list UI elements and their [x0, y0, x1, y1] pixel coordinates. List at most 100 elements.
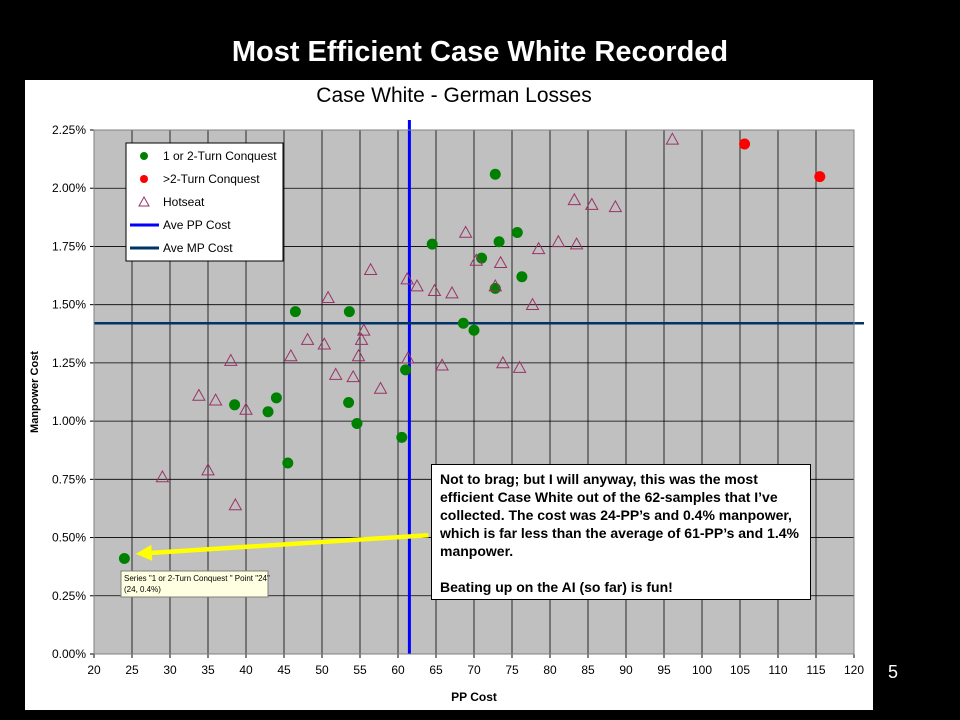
x-tick-label: 50 [315, 663, 329, 677]
slide-number: 5 [888, 662, 899, 682]
fast-conquest-point [262, 406, 274, 418]
callout-box: Not to brag; but I will anyway, this was… [431, 464, 811, 600]
hotseat-point [208, 393, 223, 406]
over-2-turn-point [739, 138, 751, 150]
x-tick-label: 120 [844, 663, 864, 677]
hotseat-point [410, 279, 424, 292]
fast-conquest-point [489, 282, 501, 294]
hotseat-point [551, 234, 566, 248]
scatter-chart: Case White - German Losses 20 25 30 35 40 45 5… [25, 80, 873, 710]
arrow-shaft [151, 532, 429, 556]
y-tick-label: 0.50% [52, 531, 86, 545]
hotseat-point [321, 290, 335, 303]
hotseat-point [317, 337, 332, 350]
legend: 1 or 2-Turn Conquest >2-Turn Conquest Hots… [125, 142, 284, 262]
over-2-turn-point [814, 171, 826, 183]
x-tick-label: 45 [277, 663, 291, 677]
fast-conquest-point [457, 317, 469, 329]
hotseat-point [328, 367, 343, 380]
y-tick-label: 1.75% [52, 239, 86, 253]
x-tick-label: 90 [619, 663, 633, 677]
hotseat-point [201, 462, 215, 476]
hotseat-point [608, 199, 623, 213]
fast-conquest-point [396, 431, 408, 443]
legend-label: Hotseat [163, 195, 205, 209]
y-tick-label: 1.25% [52, 356, 86, 370]
hotseat-point [346, 369, 361, 383]
hotseat-point [300, 332, 315, 345]
reference-lines [94, 120, 864, 654]
fast-conquest-point [351, 417, 363, 429]
hotseat-point [531, 241, 546, 255]
hotseat-point [488, 279, 503, 292]
legend-marker-hotseat [138, 195, 150, 207]
hotseat-point [512, 360, 527, 373]
y-tick-label: 0.00% [52, 647, 86, 661]
fast-conquest-point [489, 168, 501, 180]
hotseat-point [351, 348, 366, 362]
hotseat-point [363, 262, 378, 276]
hotseat-point [239, 402, 253, 415]
y-tick-label: 0.75% [52, 472, 86, 486]
annotation-arrow [135, 532, 429, 561]
axes: 20 25 30 35 40 45 50 55 60 65 70 75 80 85 90 95 100 105 11… [29, 123, 864, 704]
hotseat-point [373, 381, 388, 394]
x-tick-label: 35 [201, 663, 215, 677]
chart-title: Case White - German Losses [316, 84, 591, 107]
y-tick-label: 2.25% [52, 123, 86, 137]
fast-conquest-point [270, 392, 282, 404]
x-tick-label: 110 [768, 663, 787, 677]
fast-conquest-point [289, 306, 301, 318]
x-tick-label: 40 [239, 663, 253, 677]
fast-conquest-point [493, 236, 505, 248]
x-tick-label: 30 [163, 663, 177, 677]
legend-marker-long-conquest [140, 175, 148, 183]
hotseat-point [223, 353, 238, 366]
tooltip-box [120, 570, 269, 598]
hotseat-point [569, 237, 584, 250]
y-axis-label: Manpower Cost [29, 351, 41, 433]
hotseat-point [356, 323, 371, 336]
legend-label: >2-Turn Conquest [163, 172, 260, 186]
hotseat-point [584, 197, 599, 210]
tooltip-line-2: (24, 0.4%) [124, 585, 161, 594]
legend-marker-conquest [140, 152, 148, 160]
legend-label: Ave MP Cost [163, 241, 233, 255]
hotseat-point [401, 351, 415, 364]
x-tick-label: 100 [692, 663, 712, 677]
legend-box [125, 142, 284, 262]
hotseat-point [458, 225, 473, 238]
legend-label: 1 or 2-Turn Conquest [163, 149, 277, 163]
hotseat-point [155, 469, 170, 483]
x-axis-label: PP Cost [451, 690, 497, 704]
fast-conquest-point [426, 238, 438, 250]
x-tick-label: 20 [87, 663, 101, 677]
y-tick-label: 2.00% [52, 181, 86, 195]
x-tick-label: 25 [125, 663, 139, 677]
hotseat-point [228, 497, 243, 511]
fast-conquest-point [282, 457, 294, 469]
data-points [118, 132, 826, 565]
y-tick-label: 1.00% [52, 414, 86, 428]
fast-conquest-point [468, 324, 480, 336]
hotseat-point [435, 358, 449, 371]
hotseat-point [400, 272, 414, 285]
x-tick-label: 115 [806, 663, 825, 677]
chart-area: Case White - German Losses 20 25 30 35 40 45 5… [25, 80, 873, 710]
fast-conquest-point [400, 364, 412, 376]
x-tick-label: 80 [543, 663, 557, 677]
hotseat-point [525, 297, 540, 310]
hotseat-point [469, 253, 484, 266]
x-tick-label: 55 [353, 663, 367, 677]
hotseat-point [665, 132, 680, 145]
fast-conquest-point [516, 271, 528, 283]
hotseat-point [496, 355, 510, 369]
x-tick-label: 65 [429, 663, 443, 677]
slide-title: Most Efficient Case White Recorded [231, 36, 729, 68]
tooltip-line-1: Series "1 or 2-Turn Conquest " Point "24… [124, 574, 270, 583]
fast-conquest-point [229, 399, 241, 411]
x-tick-label: 75 [505, 663, 519, 677]
fast-conquest-point [343, 396, 355, 408]
hotseat-point [427, 283, 442, 296]
legend-label: Ave PP Cost [163, 218, 231, 232]
